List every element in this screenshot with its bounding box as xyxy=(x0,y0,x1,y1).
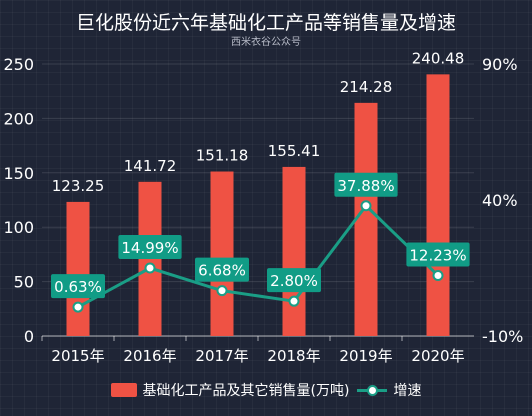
bar-value-label: 151.18 xyxy=(196,147,249,165)
growth-point xyxy=(288,295,300,307)
growth-point xyxy=(144,262,156,274)
y-left-tick-label: 150 xyxy=(3,164,34,183)
bar-value-label: 155.41 xyxy=(268,142,321,160)
y-right-tick-label: 40% xyxy=(482,191,518,210)
growth-label-box xyxy=(51,274,105,299)
growth-label-box xyxy=(267,268,321,293)
growth-label-box xyxy=(334,172,398,197)
x-tick-label: 2017年 xyxy=(195,347,248,365)
legend-label-sales: 基础化工产品及其它销售量(万吨) xyxy=(142,383,350,399)
chart-legend: 基础化工产品及其它销售量(万吨) 增速 xyxy=(0,380,532,400)
x-tick-label: 2020年 xyxy=(411,347,464,365)
growth-point xyxy=(72,301,84,313)
bar-value-label: 123.25 xyxy=(52,177,105,195)
growth-value-label: 37.88% xyxy=(337,177,394,195)
growth-value-label: 6.68% xyxy=(198,262,246,280)
growth-label-box xyxy=(118,235,182,260)
x-tick-label: 2018年 xyxy=(267,347,320,365)
x-tick-label: 2019年 xyxy=(339,347,392,365)
legend-item-growth[interactable]: 增速 xyxy=(357,380,421,400)
growth-point xyxy=(360,200,372,212)
y-left-tick-label: 100 xyxy=(3,218,34,237)
y-left-tick-label: 250 xyxy=(3,55,34,74)
legend-swatch-line xyxy=(357,383,388,397)
chart-title: 巨化股份近六年基础化工产品等销售量及增速 xyxy=(75,12,456,34)
growth-value-label: 2.80% xyxy=(270,272,318,290)
bar xyxy=(426,74,450,336)
growth-value-label: 12.23% xyxy=(409,247,466,265)
x-tick-label: 2015年 xyxy=(51,347,104,365)
growth-point xyxy=(432,270,444,282)
growth-label-box xyxy=(406,242,470,267)
growth-value-label: 0.63% xyxy=(54,278,102,296)
legend-label-growth: 增速 xyxy=(393,383,422,399)
chart-subtitle: 西米衣谷公众号 xyxy=(231,37,301,48)
y-right-tick-label: -10% xyxy=(482,327,523,346)
growth-value-label: 14.99% xyxy=(121,239,178,257)
growth-label-box xyxy=(195,257,249,282)
bar xyxy=(354,102,378,336)
bar-value-label: 240.48 xyxy=(412,49,465,67)
y-left-tick-label: 50 xyxy=(14,273,34,292)
bar xyxy=(210,171,234,336)
legend-swatch-bar xyxy=(110,383,137,397)
growth-line xyxy=(77,203,440,309)
bar xyxy=(66,201,90,336)
y-left-tick-label: 0 xyxy=(24,327,34,346)
x-tick-label: 2016年 xyxy=(123,347,176,365)
y-right-tick-label: 90% xyxy=(482,55,518,74)
growth-point xyxy=(216,285,228,297)
y-left-tick-label: 200 xyxy=(3,109,34,128)
legend-item-sales[interactable]: 基础化工产品及其它销售量(万吨) xyxy=(110,380,350,400)
bar xyxy=(282,166,306,336)
bar-value-label: 141.72 xyxy=(124,157,177,175)
bar-value-label: 214.28 xyxy=(340,78,393,96)
